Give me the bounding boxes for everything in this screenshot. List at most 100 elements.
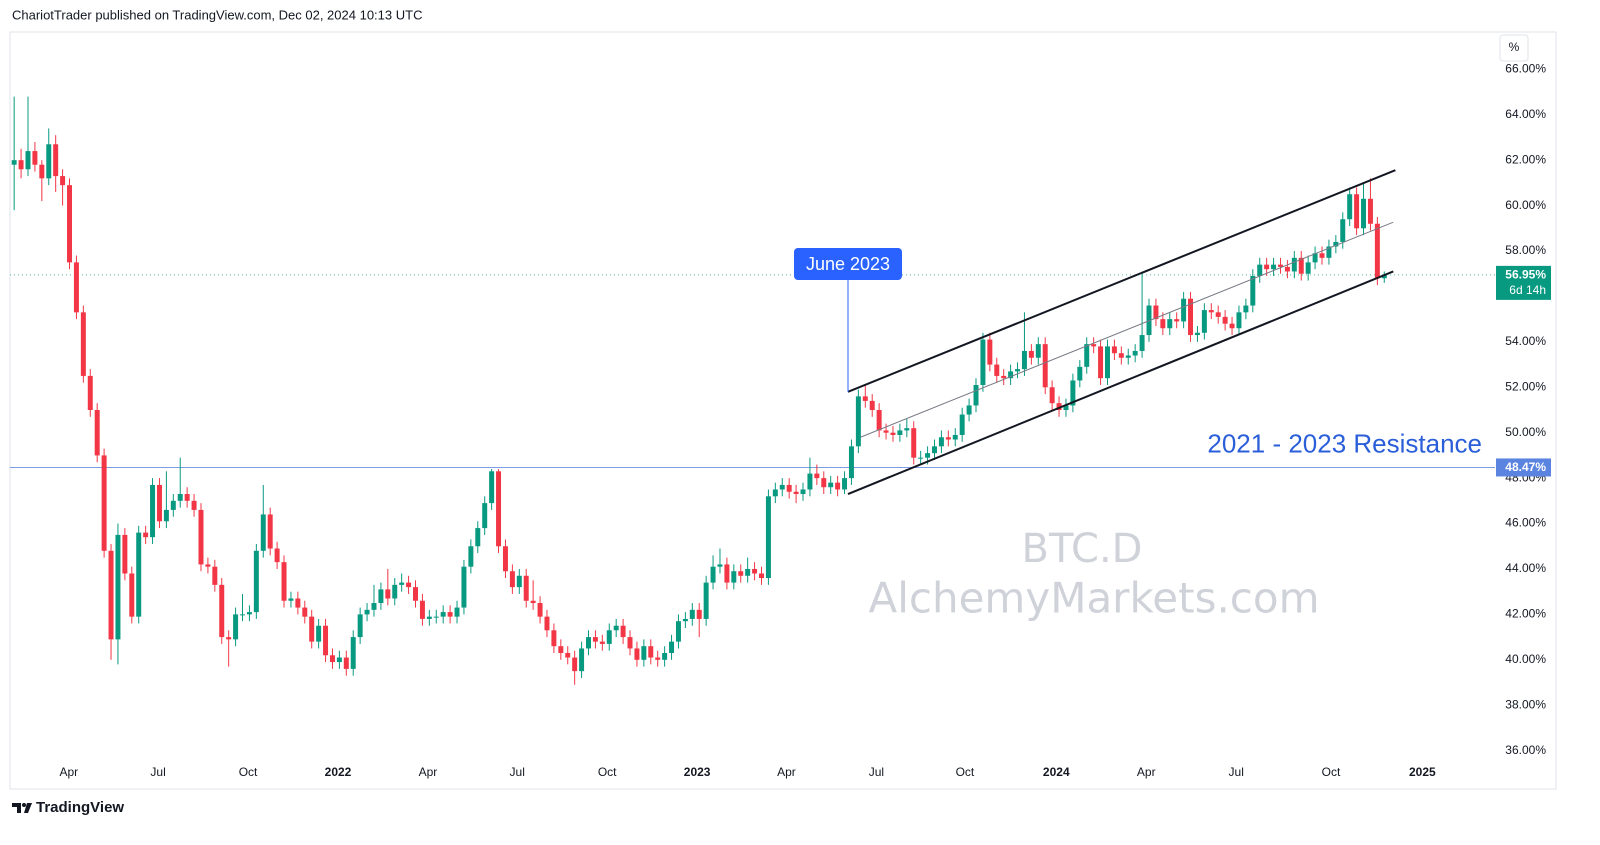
- candle-body: [53, 144, 59, 177]
- candle-body: [897, 430, 903, 435]
- price-tag: [1496, 265, 1551, 300]
- candle-body: [32, 151, 38, 165]
- candle-body: [973, 385, 979, 406]
- candle-body: [669, 641, 675, 653]
- candle-body: [205, 564, 211, 567]
- candle-body: [717, 564, 723, 567]
- candle-body: [876, 409, 882, 431]
- candle-body: [945, 437, 951, 440]
- candle-body: [592, 637, 598, 642]
- price-tag-label: 48.47%: [1505, 460, 1546, 474]
- unit-button[interactable]: [1499, 34, 1529, 62]
- candle-body: [1160, 319, 1166, 329]
- x-tick-label: Apr: [59, 765, 78, 779]
- candle-body: [682, 618, 688, 622]
- candle-body: [1174, 319, 1180, 322]
- candle-body: [461, 566, 467, 608]
- x-tick-label: Apr: [419, 765, 438, 779]
- candle-body: [620, 625, 626, 638]
- candle-body: [675, 621, 681, 642]
- candle-body: [994, 364, 1000, 376]
- candle-body: [1104, 346, 1110, 379]
- candle-body: [828, 482, 834, 488]
- candle-body: [752, 568, 758, 574]
- candle-body: [1319, 253, 1325, 258]
- candle-body: [544, 616, 550, 631]
- candle-body: [246, 612, 252, 615]
- x-tick-label: 2025: [1409, 765, 1436, 779]
- x-tick-label: Jul: [510, 765, 525, 779]
- watermark: BTC.D: [1022, 526, 1143, 572]
- candle-body: [1222, 316, 1228, 324]
- price-tag-countdown: 6d 14h: [1509, 283, 1546, 297]
- candle-body: [599, 641, 605, 644]
- candle-body: [516, 575, 522, 588]
- candle-body: [233, 614, 239, 640]
- candle-body: [814, 473, 820, 479]
- candle-body: [1181, 298, 1187, 322]
- candle-body: [1347, 194, 1353, 220]
- candle-body: [1381, 274, 1387, 279]
- candle-body: [779, 484, 785, 490]
- candle-body: [772, 489, 778, 497]
- price-tag: [1496, 458, 1551, 477]
- candle-body: [509, 571, 515, 588]
- candle-body: [558, 646, 564, 653]
- candle-body: [364, 609, 370, 615]
- candle-body: [1125, 355, 1131, 358]
- candle-body: [862, 396, 868, 401]
- candle-body: [1250, 276, 1256, 306]
- candle-body: [1049, 387, 1055, 404]
- candle-body: [537, 603, 543, 617]
- candle-body: [952, 434, 958, 440]
- y-tick-label: 42.00%: [1505, 607, 1546, 621]
- candle-body: [1111, 346, 1117, 354]
- trendline: [860, 221, 1394, 438]
- candle-body: [1298, 257, 1304, 274]
- candle-body: [1208, 310, 1214, 313]
- candle-body: [1098, 346, 1104, 379]
- candle-body: [1153, 305, 1159, 320]
- candle-body: [67, 185, 73, 263]
- x-tick-label: Jul: [869, 765, 884, 779]
- candle-body: [918, 457, 924, 459]
- candle-body: [122, 534, 128, 574]
- candle-body: [655, 657, 661, 660]
- candle-body: [184, 494, 190, 501]
- x-tick-label: Oct: [239, 765, 258, 779]
- price-tag-label: 56.95%: [1505, 268, 1546, 282]
- candle-body: [1028, 350, 1034, 358]
- candle-body: [260, 514, 266, 551]
- candle-body: [842, 478, 848, 490]
- y-tick-label: 46.00%: [1505, 516, 1546, 530]
- unit-label[interactable]: %: [1509, 40, 1520, 54]
- candle-body: [883, 430, 889, 433]
- candle-body: [1271, 264, 1277, 270]
- candle-body: [1326, 246, 1332, 258]
- x-tick-label: Oct: [1322, 765, 1341, 779]
- candle-body: [745, 568, 751, 576]
- candle-body: [1015, 369, 1021, 372]
- candle-body: [281, 562, 287, 601]
- y-tick-label: 52.00%: [1505, 379, 1546, 393]
- candle-body: [807, 473, 813, 490]
- candle-body: [489, 471, 495, 504]
- candle-body: [468, 546, 474, 567]
- candle-body: [11, 160, 17, 165]
- candle-body: [1001, 375, 1007, 379]
- candle-body: [980, 339, 986, 386]
- candles: [11, 96, 1387, 685]
- candle-body: [1264, 264, 1270, 270]
- candle-body: [530, 600, 536, 604]
- chart-frame: [9, 31, 1557, 790]
- candle-body: [925, 453, 931, 458]
- candle-body: [662, 652, 668, 660]
- candle-body: [39, 164, 45, 179]
- footer-brand: TradingView: [36, 799, 124, 816]
- candle-body: [1139, 335, 1145, 351]
- candle-body: [911, 428, 917, 458]
- candle-body: [316, 625, 322, 642]
- candle-body: [765, 496, 771, 579]
- x-tick-label: Jul: [1229, 765, 1244, 779]
